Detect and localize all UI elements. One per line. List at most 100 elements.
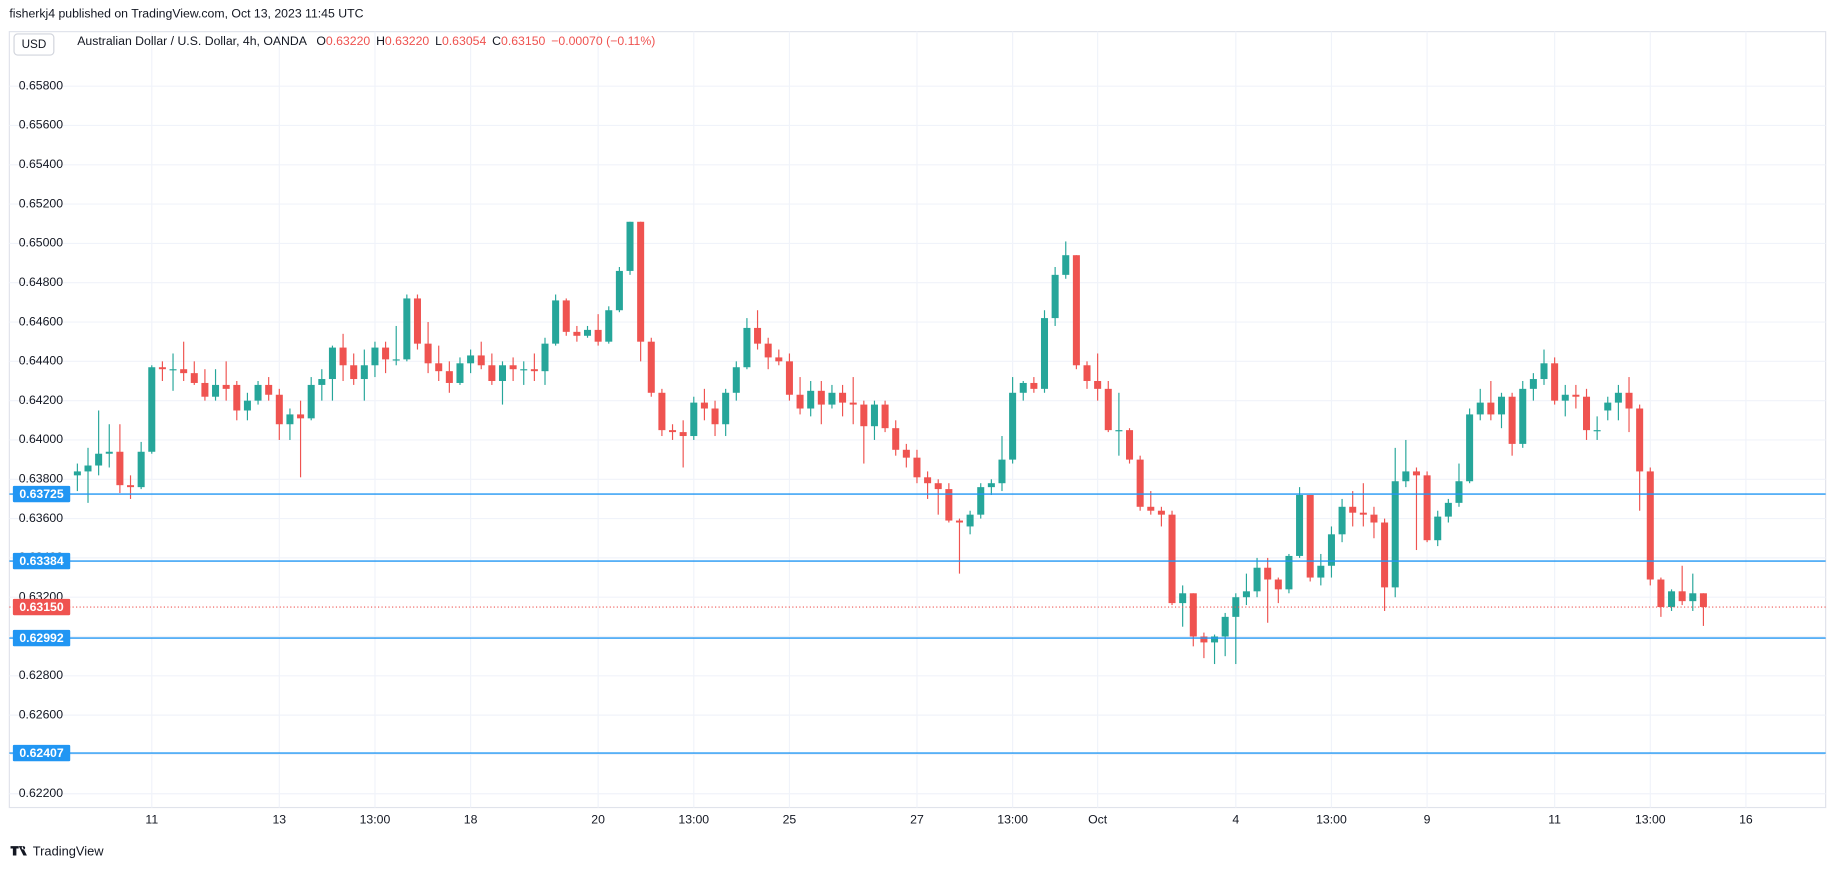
candle-body [243,400,251,411]
x-tick-label: 11 [145,813,158,827]
ohlc-value: 0.63220 [326,34,371,48]
currency-box[interactable] [13,33,55,56]
candle-body [297,414,305,419]
candle-body [488,365,496,381]
candle-body [1466,414,1474,482]
candle-body [541,343,549,372]
x-tick-label: 4 [1232,813,1239,827]
candle-body [669,430,677,433]
x-tick-label: 9 [1424,813,1431,827]
candle-body [924,477,932,484]
candle-body [1412,471,1420,476]
candle-body [318,379,326,385]
candle-body [1317,565,1325,578]
level-badge [12,744,71,762]
candle-body [1221,616,1229,637]
candle-body [1306,494,1314,578]
candle-body [934,483,942,490]
candle-body [105,451,113,454]
candle-body [1211,636,1219,643]
candle-body [807,390,815,409]
y-tick-label: 0.65200 [19,196,64,210]
candle-body [222,384,230,389]
candle-body [158,367,166,370]
candle-body [1381,522,1389,588]
candle-body [180,369,188,374]
candle-body [1094,380,1102,389]
candle-body [1593,430,1601,432]
candle-body [1519,388,1527,444]
candle-body [1274,579,1282,590]
candle-body [148,367,156,452]
x-tick-label: 25 [783,813,797,827]
candle-body [254,384,262,401]
y-tick-label: 0.65000 [19,236,64,250]
candle-body [190,373,198,383]
candle-body [1115,430,1123,432]
candle-body [1423,475,1431,541]
candle-body [775,357,783,362]
candle-body [966,514,974,527]
symbol-legend: Australian Dollar / U.S. Dollar, 4h, OAN… [77,34,655,48]
candle-body [392,359,400,361]
candle-body [1604,402,1612,411]
candle-body [1126,430,1134,460]
candle-body [307,384,315,419]
candle-body [530,369,538,372]
candle-body [1625,392,1633,409]
candle-body [743,327,751,368]
candle-body [1051,274,1059,319]
y-tick-label: 0.65800 [19,78,64,92]
candle-body [615,270,623,311]
candle-body [1497,396,1506,415]
candle-body [849,402,857,405]
y-tick-label: 0.64600 [19,314,64,328]
x-tick-label: 16 [1739,813,1753,827]
candle-body [796,394,804,409]
x-tick-label: 18 [464,813,478,827]
published-line: fisherkj4 published on TradingView.com, … [9,6,363,20]
last-price-badge [12,598,71,616]
candle-body [413,298,421,344]
x-tick-label: 13:00 [1635,813,1666,827]
candle-body [1327,534,1335,566]
candle-body [84,465,92,472]
candle-body [1434,516,1442,541]
level-label: 0.62992 [19,631,64,645]
candle-body [435,363,443,372]
candle-body [658,392,666,431]
y-tick-label: 0.64200 [19,393,64,407]
candle-body [605,310,613,342]
candle-body [722,392,730,425]
candle-body [403,298,411,360]
candle-body [977,487,985,515]
candle-body [1614,392,1622,403]
candle-body [1264,567,1272,580]
candle-body [1338,506,1346,535]
candle-body [339,347,347,366]
currency-label: USD [22,38,47,51]
candle-body [1657,579,1665,608]
candle-body [73,471,81,476]
candle-body [520,369,528,371]
symbol-title: Australian Dollar / U.S. Dollar, 4h, OAN… [77,34,308,48]
level-badge [12,629,71,647]
x-tick-label: Oct [1088,813,1108,827]
candle-body [817,390,825,405]
candle-body [1285,555,1293,590]
candle-body [1583,396,1591,431]
level-badge [12,485,71,503]
candle-body [1296,494,1304,556]
candle-body [1200,636,1208,643]
candle-body [1072,255,1080,366]
candle-body [1104,388,1112,431]
candle-body [828,392,836,405]
x-tick-label: 13:00 [997,813,1028,827]
y-tick-label: 0.63800 [19,472,64,486]
candle-body [870,404,878,427]
candle-body [1009,392,1017,460]
candle-body [509,365,517,370]
y-tick-label: 0.65400 [19,157,64,171]
candle-body [594,329,602,342]
candle-body [328,347,336,380]
